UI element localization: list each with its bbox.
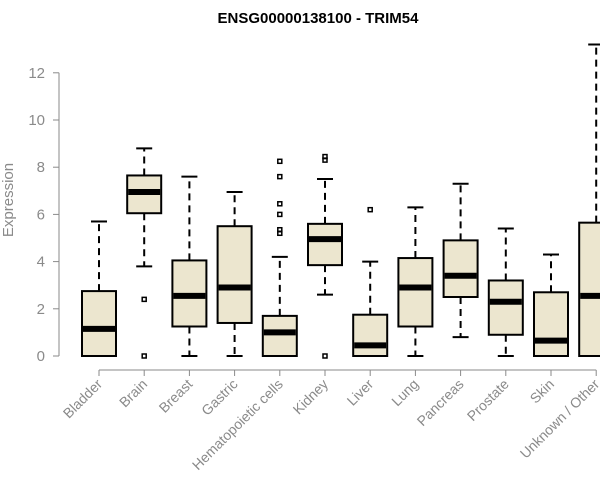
x-tick-label: Bladder xyxy=(60,376,106,422)
x-tick-label: Brain xyxy=(116,376,150,410)
box xyxy=(261,314,298,358)
y-tick-label: 4 xyxy=(37,254,45,271)
box-group xyxy=(171,175,208,357)
outlier-point xyxy=(277,201,283,207)
chart-title: ENSG00000138100 - TRIM54 xyxy=(218,10,420,27)
outlier-point xyxy=(277,173,283,180)
box-group xyxy=(442,182,479,339)
box-group xyxy=(578,43,600,357)
x-tick-label: Liver xyxy=(344,376,377,409)
box xyxy=(397,257,434,328)
x-tick-label: Pancreas xyxy=(414,376,467,429)
box-group xyxy=(487,227,524,357)
box xyxy=(216,225,253,324)
box xyxy=(487,279,524,336)
box xyxy=(307,222,343,267)
x-tick-label: Prostate xyxy=(464,376,512,424)
outlier-point xyxy=(277,230,283,237)
y-tick-label: 6 xyxy=(37,206,45,223)
outlier-point xyxy=(141,353,147,359)
y-tick-label: 8 xyxy=(37,159,45,176)
outlier-point xyxy=(322,353,328,359)
y-tick-label: 0 xyxy=(37,348,45,365)
plot-area xyxy=(81,43,600,359)
box xyxy=(578,221,600,357)
y-axis-label: Expression xyxy=(0,163,17,237)
outlier-point xyxy=(367,206,373,213)
outlier-point xyxy=(277,211,283,218)
box-group xyxy=(261,158,298,358)
box-group xyxy=(352,206,389,358)
box xyxy=(352,313,389,358)
box xyxy=(442,239,479,298)
x-tick-label: Kidney xyxy=(290,376,332,418)
y-axis: 0 2 4 6 8 10 12 xyxy=(28,65,60,365)
box-group xyxy=(307,153,343,359)
outlier-point xyxy=(277,158,283,165)
y-tick-label: 2 xyxy=(37,301,45,318)
box xyxy=(81,290,117,358)
x-tick-label: Lung xyxy=(388,376,421,409)
y-tick-label: 12 xyxy=(28,65,45,82)
box-group xyxy=(397,206,434,357)
box-group xyxy=(216,190,253,357)
x-tick-label: Unknown / Other xyxy=(517,376,600,462)
y-tick-label: 10 xyxy=(28,112,45,129)
x-tick-label: Skin xyxy=(527,376,558,407)
box-group xyxy=(126,147,163,359)
x-tick-label: Gastric xyxy=(198,376,241,419)
outlier-point xyxy=(141,296,147,303)
outlier-point xyxy=(322,157,328,163)
x-tick-label: Breast xyxy=(156,376,196,416)
box xyxy=(533,291,569,357)
box-group xyxy=(81,220,117,358)
box-group xyxy=(533,253,569,357)
